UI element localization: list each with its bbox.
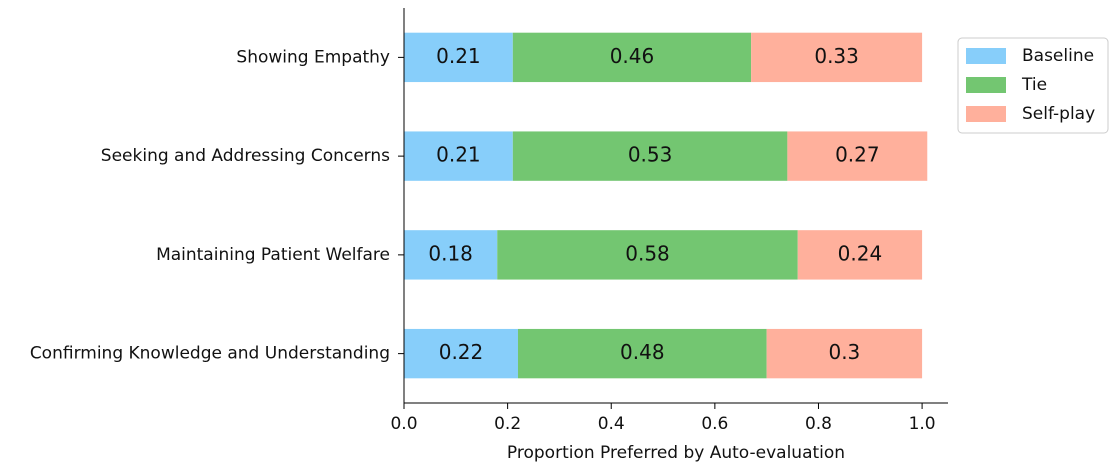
x-tick-label: 0.4	[598, 414, 625, 434]
x-tick-label: 0.6	[701, 414, 728, 434]
x-tick-label: 0.0	[390, 414, 417, 434]
bar-segment	[404, 230, 498, 280]
data-label: 0.33	[814, 44, 859, 68]
legend-swatch	[966, 77, 1006, 93]
legend-label: Baseline	[1022, 46, 1094, 66]
bar-segment	[404, 328, 518, 379]
data-label: 0.46	[610, 44, 655, 68]
x-tick-label: 1.0	[909, 414, 936, 434]
x-tick-label: 0.8	[805, 414, 832, 434]
bar-segment	[766, 328, 923, 379]
bar-segment	[404, 32, 513, 83]
data-label: 0.21	[436, 143, 481, 167]
y-tick-label: Seeking and Addressing Concerns	[101, 146, 390, 166]
bar-segment	[497, 230, 798, 280]
x-tick-label: 0.2	[494, 414, 521, 434]
y-tick-label: Showing Empathy	[236, 47, 390, 67]
data-label: 0.53	[628, 143, 673, 167]
data-label: 0.18	[428, 241, 473, 265]
bar-segment	[787, 131, 928, 181]
legend-label: Self-play	[1022, 104, 1095, 124]
x-axis-label: Proportion Preferred by Auto-evaluation	[507, 443, 845, 463]
legend-swatch	[966, 106, 1006, 122]
data-label: 0.48	[620, 340, 665, 364]
bar-segment	[512, 32, 752, 83]
bar-segment	[404, 131, 513, 181]
data-label: 0.3	[828, 340, 860, 364]
data-label: 0.21	[436, 44, 481, 68]
data-label: 0.24	[838, 241, 883, 265]
legend-label: Tie	[1021, 75, 1047, 95]
data-label: 0.58	[625, 241, 670, 265]
bar-segment	[751, 32, 923, 83]
legend-swatch	[966, 48, 1006, 64]
bar-segment	[512, 131, 788, 181]
bar-segment	[797, 230, 923, 280]
y-tick-label: Confirming Knowledge and Understanding	[30, 344, 390, 364]
bar-segment	[517, 328, 767, 379]
data-label: 0.22	[439, 340, 484, 364]
y-tick-label: Maintaining Patient Welfare	[156, 245, 390, 265]
data-label: 0.27	[835, 143, 880, 167]
